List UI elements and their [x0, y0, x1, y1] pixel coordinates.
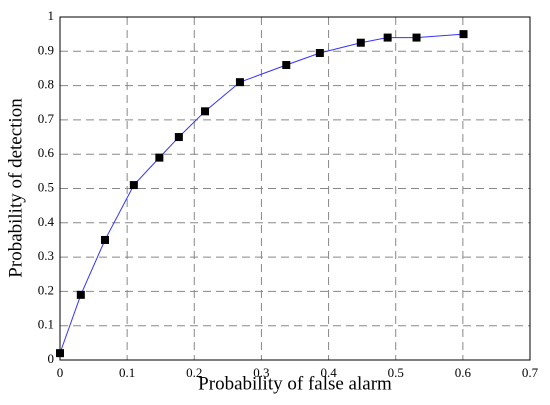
- data-marker: [383, 33, 392, 42]
- y-tick-label: 0.3: [38, 248, 54, 263]
- x-tick-label: 0.5: [388, 365, 404, 380]
- x-tick-label: 0.6: [455, 365, 472, 380]
- y-tick-label: 0.2: [38, 282, 54, 297]
- x-axis-label: Probability of false alarm: [198, 373, 392, 394]
- data-marker: [412, 33, 421, 42]
- data-marker: [235, 78, 244, 87]
- data-marker: [459, 30, 468, 39]
- data-marker: [356, 38, 365, 47]
- y-tick-label: 0.5: [38, 179, 54, 194]
- data-marker: [315, 49, 324, 58]
- x-tick-label: 0.2: [186, 365, 202, 380]
- data-marker: [201, 107, 210, 116]
- y-tick-label: 0.4: [38, 214, 55, 229]
- data-marker: [282, 61, 291, 70]
- x-tick-label: 0.3: [253, 365, 269, 380]
- y-tick-label: 0.1: [38, 317, 54, 332]
- data-marker: [174, 133, 183, 142]
- data-marker: [100, 235, 109, 244]
- y-tick-label: 0.9: [38, 42, 54, 57]
- plot-frame: [59, 16, 531, 361]
- y-axis-label: Probability of detection: [5, 98, 26, 278]
- y-tick-label: 0.8: [38, 77, 54, 92]
- data-marker: [56, 349, 64, 358]
- y-tick-label: 0: [48, 351, 55, 366]
- data-line: [59, 33, 464, 354]
- y-tick-label: 1: [48, 8, 55, 23]
- x-tick-label: 0.4: [320, 365, 337, 380]
- x-tick-label: 0.1: [119, 365, 135, 380]
- x-tick-label: 0.7: [522, 365, 539, 380]
- y-tick-label: 0.7: [38, 111, 55, 126]
- x-tick-label: 0: [57, 365, 64, 380]
- data-marker: [155, 153, 164, 162]
- data-marker: [129, 181, 138, 190]
- y-tick-label: 0.6: [38, 145, 55, 160]
- data-marker: [76, 290, 85, 299]
